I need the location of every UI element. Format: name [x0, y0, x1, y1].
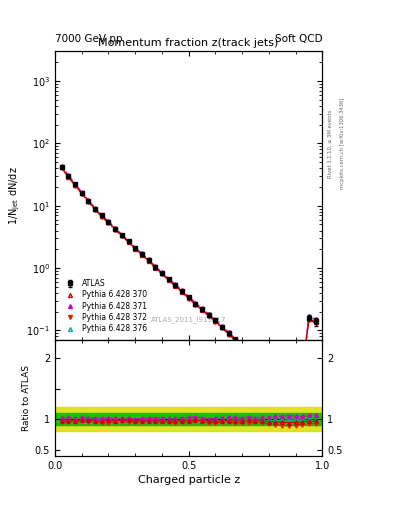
- Text: Soft QCD: Soft QCD: [275, 33, 322, 44]
- Text: 7000 GeV pp: 7000 GeV pp: [55, 33, 123, 44]
- Text: ATLAS_2011_I919017: ATLAS_2011_I919017: [151, 316, 226, 323]
- Text: mcplots.cern.ch [arXiv:1306.3436]: mcplots.cern.ch [arXiv:1306.3436]: [340, 98, 345, 189]
- Legend: ATLAS, Pythia 6.428 370, Pythia 6.428 371, Pythia 6.428 372, Pythia 6.428 376: ATLAS, Pythia 6.428 370, Pythia 6.428 37…: [59, 276, 150, 336]
- Y-axis label: 1/N$_\mathregular{jet}$ dN/dz: 1/N$_\mathregular{jet}$ dN/dz: [8, 166, 22, 225]
- Title: Momentum fraction z(track jets): Momentum fraction z(track jets): [99, 38, 279, 48]
- Text: Rivet 3.1.10, ≥ 3M events: Rivet 3.1.10, ≥ 3M events: [328, 109, 333, 178]
- X-axis label: Charged particle z: Charged particle z: [138, 475, 240, 485]
- Y-axis label: Ratio to ATLAS: Ratio to ATLAS: [22, 365, 31, 431]
